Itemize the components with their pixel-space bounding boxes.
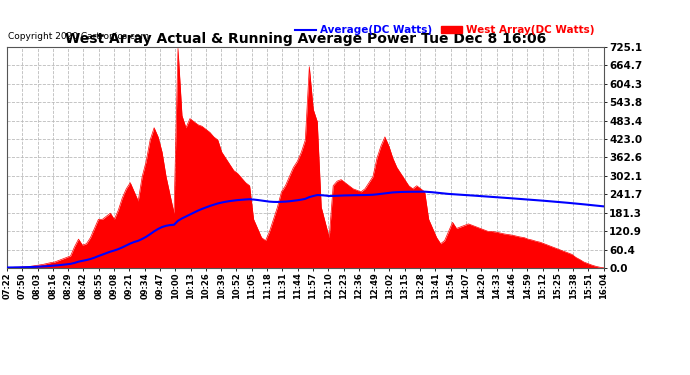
Text: Copyright 2020 Cartronics.com: Copyright 2020 Cartronics.com [8,32,150,41]
Legend: Average(DC Watts), West Array(DC Watts): Average(DC Watts), West Array(DC Watts) [291,21,598,39]
Title: West Array Actual & Running Average Power Tue Dec 8 16:06: West Array Actual & Running Average Powe… [65,32,546,46]
